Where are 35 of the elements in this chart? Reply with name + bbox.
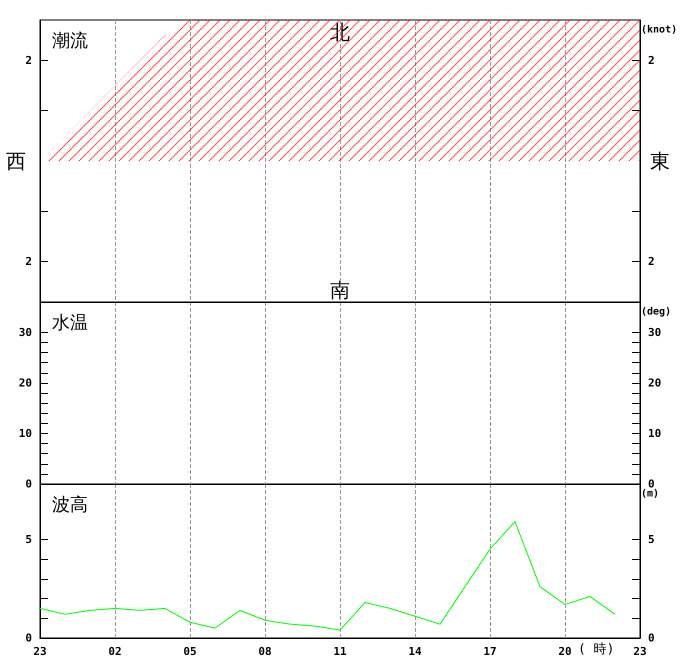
x-tick-label: 05 <box>183 645 197 658</box>
y-tick-label: 0 <box>25 478 32 490</box>
y2-tick-label: 10 <box>648 426 662 440</box>
y2-tick-label: 5 <box>648 532 655 546</box>
text: 潮流 <box>52 30 88 52</box>
x-tick-label: 20 <box>558 645 572 658</box>
x-tick-label: 17 <box>483 645 497 658</box>
x-tick-label: 23 <box>633 645 647 658</box>
y-tick-label: 2 <box>25 255 32 268</box>
line-series <box>40 521 616 631</box>
y-tick-label: 10 <box>18 426 32 440</box>
y2-axis-title: (m) <box>641 488 660 500</box>
y2-tick-label: 0 <box>648 478 655 490</box>
y-tick-label: 20 <box>18 376 32 390</box>
y-tick-label: 5 <box>25 532 32 546</box>
text: 西 <box>6 149 26 173</box>
x-tick-label: 02 <box>108 645 122 658</box>
y2-tick-label: 2 <box>648 54 655 67</box>
x-tick-label: 08 <box>258 645 272 658</box>
text: 水温 <box>52 312 88 334</box>
y2-axis-title: (deg) <box>641 306 672 318</box>
y2-tick-label: 0 <box>648 632 655 644</box>
x-axis-title: ( 時) <box>578 642 614 657</box>
y-tick-label: 2 <box>25 54 32 67</box>
y-tick-label: 30 <box>18 326 32 339</box>
y2-tick-label: 30 <box>648 326 662 339</box>
x-tick-label: 23 <box>33 645 47 658</box>
x-tick-label: 14 <box>408 645 422 658</box>
y2-axis-title: (knot) <box>641 24 678 36</box>
text: 東 <box>650 149 670 173</box>
y2-tick-label: 20 <box>648 376 662 390</box>
x-tick-label: 11 <box>333 645 347 658</box>
y-tick-label: 0 <box>25 632 32 644</box>
text: 波高 <box>52 494 88 516</box>
y2-tick-label: 2 <box>648 255 655 268</box>
